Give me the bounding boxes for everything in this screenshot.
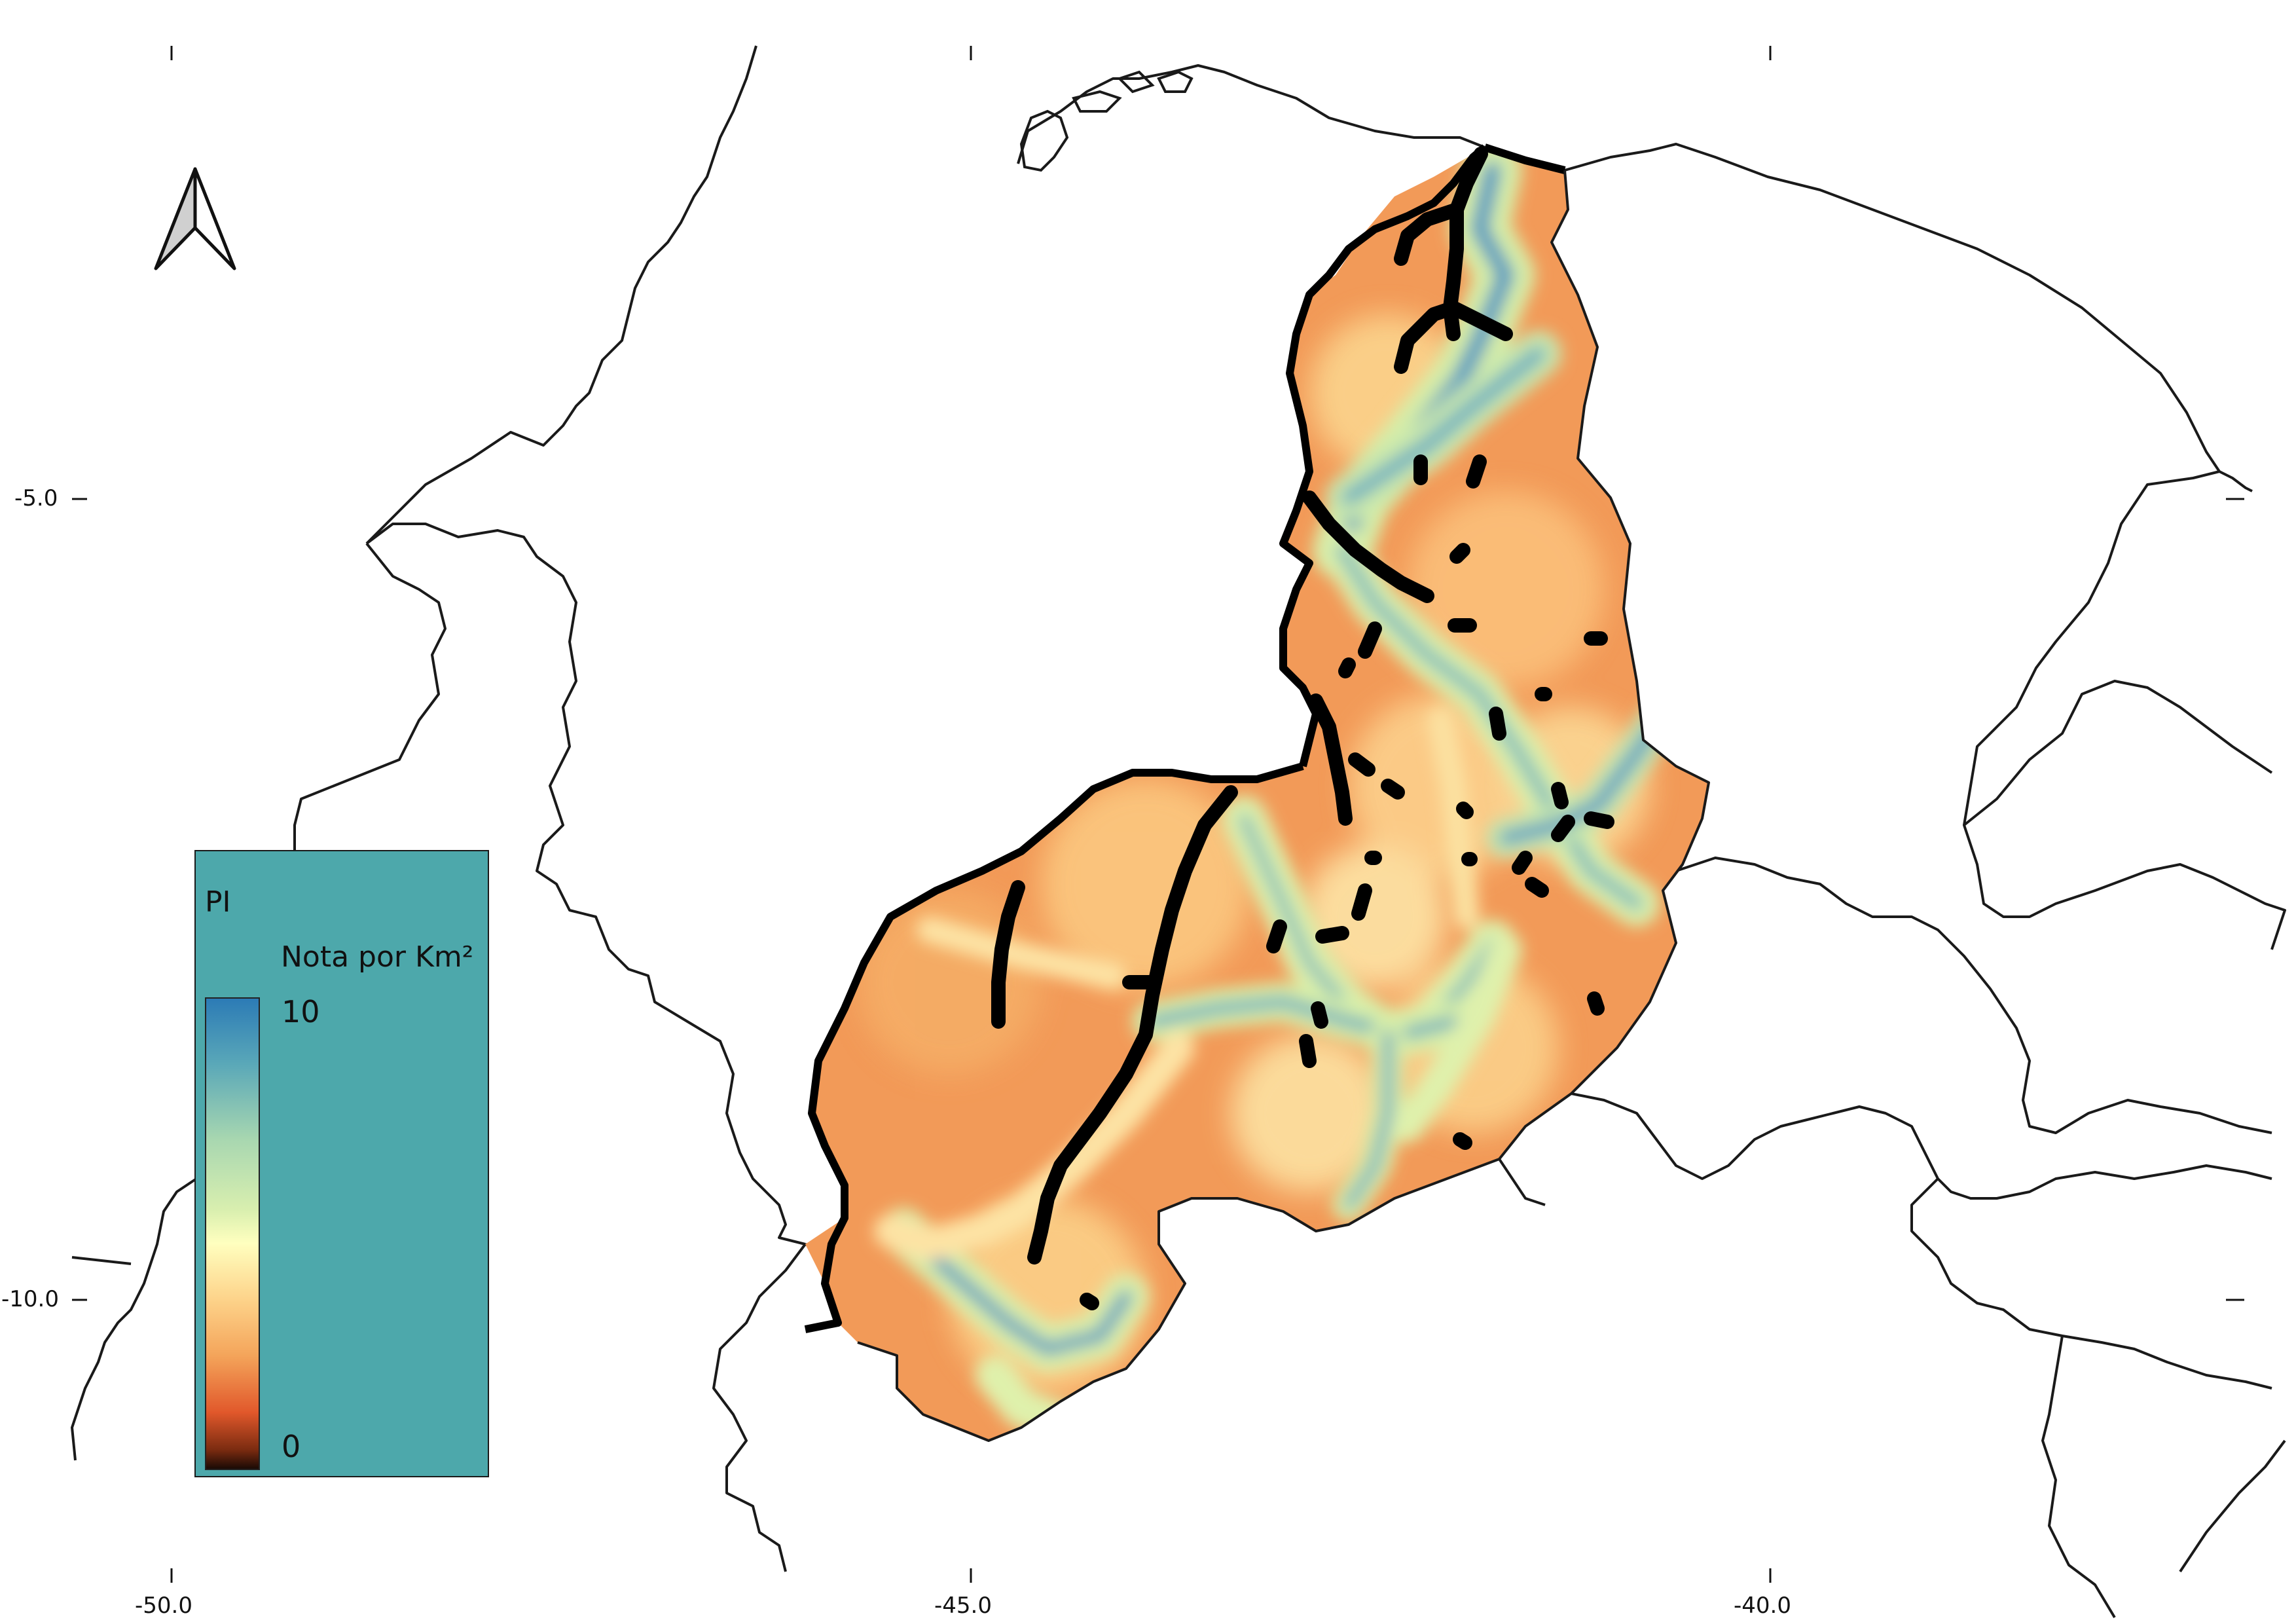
legend-color-ramp [205, 997, 260, 1470]
north-arrow-icon [154, 167, 236, 270]
legend-panel: PI Nota por Km² 10 0 [194, 850, 489, 1477]
legend-subtitle: Nota por Km² [281, 940, 474, 974]
legend-title: PI [205, 885, 231, 919]
y-tick-label: -10.0 [1, 1286, 59, 1312]
state-borders [71, 45, 2286, 1619]
x-tick-label: -40.0 [1734, 1593, 1791, 1619]
piaui-boundary [804, 143, 1566, 1333]
road-tracks [991, 147, 1513, 1264]
axis-ticks [72, 46, 2244, 1583]
road-segments [1080, 454, 1614, 1310]
legend-min-label: 0 [282, 1429, 301, 1464]
piaui-boundary-west [1279, 144, 1487, 767]
x-tick-label: -45.0 [934, 1593, 992, 1619]
piaui-outline-thin [857, 170, 1710, 1442]
x-tick-label: -50.0 [135, 1593, 192, 1619]
coastal-islands [1019, 70, 1194, 172]
y-tick-label: -5.0 [14, 485, 58, 511]
legend-max-label: 10 [282, 994, 320, 1029]
